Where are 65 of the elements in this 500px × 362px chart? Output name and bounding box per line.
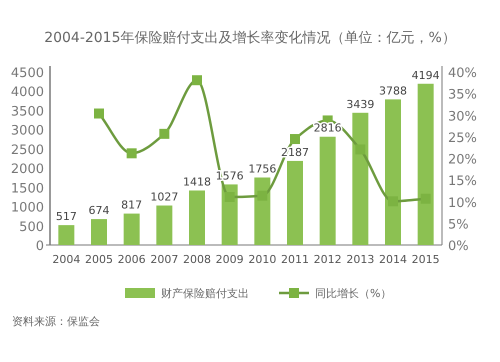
data-label: 817 — [121, 198, 142, 212]
y2-tick-label: 35% — [448, 88, 477, 103]
y-tick-label: 4500 — [10, 66, 44, 81]
x-tick-label: 2011 — [281, 253, 309, 266]
y-tick-label: 2000 — [10, 162, 44, 178]
data-label: 1418 — [183, 175, 211, 188]
point — [290, 134, 300, 144]
y-tick-label: 4000 — [10, 85, 44, 100]
x-tick-label: 2007 — [150, 253, 178, 266]
x-tick-label: 2008 — [183, 253, 211, 266]
x-tick-label: 2006 — [118, 253, 146, 266]
chart-title: 2004-2015年保险赔付支出及增长率变化情况（单位：亿元，%） — [44, 30, 456, 46]
y2-tick-label: 10% — [448, 196, 477, 211]
y-tick-label: 500 — [19, 220, 44, 235]
data-label: 1756 — [248, 162, 276, 176]
legend-label: 财产保险赔付支出 — [161, 287, 249, 300]
point — [126, 148, 137, 158]
data-label: 3439 — [346, 98, 374, 111]
x-tick-label: 2010 — [248, 253, 276, 266]
data-label: 674 — [88, 204, 110, 218]
point — [224, 192, 235, 202]
y2-tick-label: 15% — [448, 174, 477, 190]
point — [192, 75, 202, 86]
bar — [91, 219, 107, 245]
x-tick-label: 2015 — [412, 253, 440, 266]
bar — [352, 112, 368, 245]
x-tick-label: 2005 — [85, 253, 113, 266]
x-tick-label: 2014 — [379, 253, 407, 266]
y2-tick-label: 0% — [448, 239, 469, 254]
point — [420, 194, 431, 204]
bar — [58, 225, 74, 245]
data-label: 3788 — [379, 84, 407, 98]
bar — [320, 136, 336, 245]
y2-tick-label: 30% — [448, 109, 477, 124]
x-tick-label: 2004 — [52, 253, 80, 266]
data-label: 4194 — [412, 68, 440, 82]
data-label: 517 — [56, 210, 77, 224]
point — [94, 108, 104, 119]
bar — [418, 84, 434, 245]
y-tick-label: 1000 — [10, 200, 44, 216]
text: 资料来源：保监会 — [12, 315, 100, 328]
y-tick-label: 1500 — [10, 181, 44, 196]
bar — [385, 99, 401, 245]
y2-tick-label: 5% — [448, 217, 469, 232]
bar — [156, 206, 172, 245]
legend-label: 同比增长（%） — [315, 287, 392, 300]
data-label: 2816 — [314, 122, 342, 135]
y-tick-label: 0 — [36, 239, 44, 254]
y-tick-label: 2500 — [10, 142, 44, 158]
data-label: 1027 — [150, 190, 178, 204]
y2-tick-label: 25% — [448, 130, 477, 146]
x-tick-label: 2009 — [216, 253, 244, 266]
point — [159, 128, 170, 139]
x-tick-label: 2012 — [314, 253, 342, 266]
y-tick-label: 3500 — [10, 104, 44, 120]
bar — [189, 190, 205, 245]
y-tick-label: 3000 — [10, 124, 44, 139]
y2-tick-label: 20% — [448, 152, 477, 168]
y2-tick-label: 40% — [448, 66, 477, 81]
bar — [287, 160, 303, 245]
point — [257, 190, 268, 201]
point — [355, 144, 366, 154]
point — [388, 196, 398, 206]
bar — [124, 214, 140, 245]
x-tick-label: 2013 — [346, 253, 374, 266]
